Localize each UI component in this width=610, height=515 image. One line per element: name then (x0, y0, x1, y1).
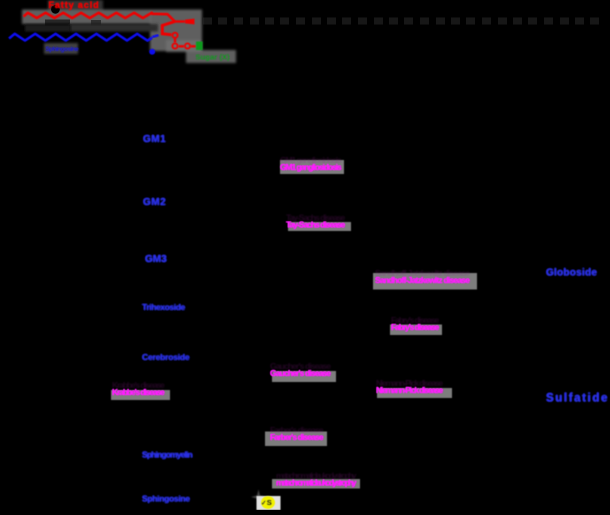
svg-text:S: S (267, 498, 272, 507)
svg-text:Tay-Sachs disease: Tay-Sachs disease (286, 220, 346, 230)
svg-text:Globoside: Globoside (546, 268, 597, 279)
svg-text:Cerebroside: Cerebroside (142, 352, 190, 362)
svg-text:metachromatic leukodystrophy: metachromatic leukodystrophy (276, 478, 357, 488)
svg-text:GM2: GM2 (143, 197, 166, 208)
svg-text:Krabbe's disease: Krabbe's disease (112, 380, 165, 390)
svg-text:GM2: GM2 (143, 197, 166, 208)
svg-text:Sphingosine: Sphingosine (142, 494, 190, 504)
svg-text:GM3: GM3 (145, 254, 167, 265)
svg-text:Sphingosine: Sphingosine (142, 494, 190, 504)
svg-text:GM3: GM3 (145, 254, 167, 265)
svg-text:GM1: GM1 (143, 134, 166, 145)
svg-text:Sandhoff-Jatzkewitz disease: Sandhoff-Jatzkewitz disease (375, 275, 470, 285)
svg-text:Sulfatide: Sulfatide (546, 392, 609, 404)
svg-text:GM1 gangliosidosis: GM1 gangliosidosis (280, 162, 342, 172)
svg-text:Gaucher's disease: Gaucher's disease (270, 368, 331, 378)
svg-text:Sugar (X): Sugar (X) (196, 53, 231, 62)
svg-text:Niemann-Pick disease: Niemann-Pick disease (376, 378, 443, 388)
svg-text:Niemann-Pick disease: Niemann-Pick disease (376, 385, 443, 395)
svg-text:Fatty acid: Fatty acid (49, 0, 100, 10)
svg-text:Krabbe's disease: Krabbe's disease (112, 387, 165, 397)
svg-text:Sphingosine: Sphingosine (46, 46, 80, 53)
svg-text:Cerebroside: Cerebroside (142, 352, 190, 362)
svg-text:Tay-Sachs disease: Tay-Sachs disease (286, 213, 346, 223)
svg-text:Sulfatide: Sulfatide (546, 392, 609, 404)
svg-text:GM1 gangliosidosis: GM1 gangliosidosis (280, 162, 342, 172)
svg-text:✓: ✓ (261, 500, 266, 507)
svg-text:Niemann-Pick disease: Niemann-Pick disease (376, 385, 443, 395)
svg-text:GM1: GM1 (143, 134, 166, 145)
svg-text:Fabry's disease: Fabry's disease (391, 315, 439, 325)
svg-text:metachromatic leukodystrophy: metachromatic leukodystrophy (276, 471, 357, 481)
svg-text:Globoside: Globoside (546, 268, 597, 279)
svg-text:Sphingomyelin: Sphingomyelin (142, 450, 193, 460)
svg-text:Trihexoside: Trihexoside (142, 302, 186, 312)
svg-text:Sandhoff-Jatzkewitz disease: Sandhoff-Jatzkewitz disease (375, 268, 470, 278)
svg-text:Gaucher's disease: Gaucher's disease (270, 368, 331, 378)
svg-text:Farber's disease: Farber's disease (270, 425, 324, 435)
svg-text:Krabbe's disease: Krabbe's disease (112, 387, 165, 397)
svg-text:Fabry's disease: Fabry's disease (391, 322, 439, 332)
svg-text:Farber's disease: Farber's disease (270, 432, 324, 442)
svg-text:Trihexoside: Trihexoside (142, 302, 186, 312)
svg-text:GM1 gangliosidosis: GM1 gangliosidosis (280, 155, 342, 165)
svg-text:Gaucher's disease: Gaucher's disease (270, 361, 331, 371)
svg-text:Farber's disease: Farber's disease (270, 432, 324, 442)
svg-text:Tay-Sachs disease: Tay-Sachs disease (286, 220, 346, 230)
svg-text:metachromatic leukodystrophy: metachromatic leukodystrophy (276, 478, 357, 488)
svg-text:Sphingomyelin: Sphingomyelin (142, 450, 193, 460)
svg-text:Fabry's disease: Fabry's disease (391, 322, 439, 332)
svg-text:Sandhoff-Jatzkewitz disease: Sandhoff-Jatzkewitz disease (375, 275, 470, 285)
